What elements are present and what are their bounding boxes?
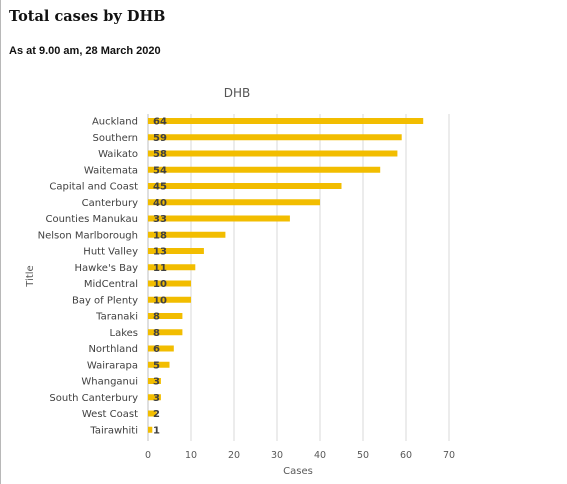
bar [148,248,204,254]
x-tick-label: 20 [228,450,240,461]
data-label: 58 [153,149,167,160]
x-tick-label: 0 [145,450,151,461]
data-label: 10 [153,295,167,306]
bar [148,134,402,141]
data-label: 10 [153,279,167,290]
bar [148,183,342,189]
data-label: 3 [153,377,160,388]
category-label: Taranaki [95,312,138,323]
category-label: Hawke's Bay [75,263,139,274]
data-label: 3 [153,393,160,404]
bars [148,118,424,433]
x-tick-label: 10 [185,450,197,461]
x-tick-label: 70 [443,450,455,461]
data-label: 5 [153,360,160,371]
data-label: 2 [153,409,160,420]
data-label: 11 [153,263,167,274]
x-tick-label: 30 [271,450,283,461]
bar [148,199,320,206]
category-label: Counties Manukau [45,214,138,225]
bar [148,426,153,433]
left-border [0,0,1,484]
x-axis-title: Cases [283,466,313,477]
category-label: Southern [93,133,139,144]
category-label: Capital and Coast [49,182,138,193]
bar [148,231,226,238]
category-label: South Canterbury [49,393,138,404]
bar [148,280,191,287]
x-tick-label: 40 [314,450,326,461]
data-label: 18 [153,230,167,241]
bar [148,264,196,271]
bar [148,410,157,417]
chart-title: DHB [224,86,251,100]
category-label: Lakes [110,328,139,339]
category-label: Bay of Plenty [72,295,138,306]
bar [148,150,398,157]
data-label: 8 [153,312,160,323]
bar [148,313,183,319]
bar [148,166,381,173]
data-label: 59 [153,133,167,144]
data-label: 13 [153,247,167,258]
category-label: Waikato [98,149,138,160]
category-label: Waitemata [84,165,138,176]
category-label: Hutt Valley [83,247,138,258]
page-title: Total cases by DHB [9,8,166,25]
page-subtitle: As at 9.00 am, 28 March 2020 [9,45,161,57]
bar [148,118,424,124]
y-axis-title: Title [25,265,36,287]
category-label: Wairarapa [87,360,138,371]
category-label: Nelson Marlborough [38,230,138,241]
category-label: Tairawhiti [89,425,138,436]
data-label: 40 [153,198,167,209]
bar [148,361,170,368]
gridlines [147,114,450,441]
bar [148,394,161,401]
data-label: 54 [153,165,167,176]
bar [148,329,183,336]
data-label: 6 [153,344,160,355]
bar [148,345,174,352]
data-label: 45 [153,182,167,193]
data-label: 64 [153,117,167,128]
data-label: 33 [153,214,167,225]
data-label: 1 [153,425,160,436]
bar [148,296,191,303]
category-label: Auckland [92,117,138,128]
x-tick-label: 60 [400,450,412,461]
category-label: MidCentral [84,279,138,290]
bar [148,215,290,222]
category-label: West Coast [82,409,138,420]
data-label: 8 [153,328,160,339]
category-label: Whanganui [81,377,138,388]
category-label: Northland [88,344,138,355]
category-labels: Auckland Southern Waikato Waitemata Capital … [38,117,138,437]
x-tick-label: 50 [357,450,369,461]
x-tick-labels: 0 10 20 30 40 50 60 70 [145,450,455,461]
bar [148,378,161,384]
category-label: Canterbury [82,198,138,209]
